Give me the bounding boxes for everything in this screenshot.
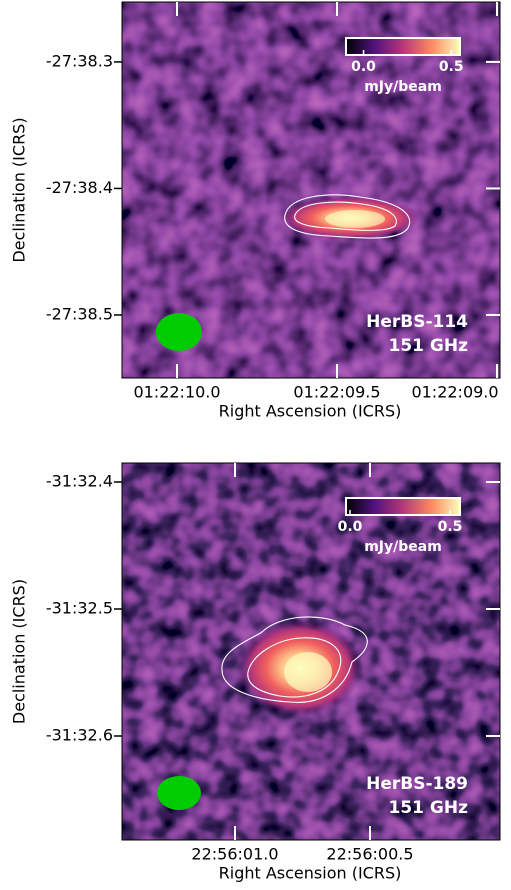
colorbar-tick-label: 0.5 xyxy=(439,59,464,75)
annotation: HerBS-189 xyxy=(366,774,468,794)
x-tick-label: 01:22:09.0 xyxy=(411,383,498,402)
x-axis-label: Right Ascension (ICRS) xyxy=(219,864,402,883)
y-axis-label: Declination (ICRS) xyxy=(10,579,29,724)
map-1 xyxy=(122,2,500,378)
annotation: 151 GHz xyxy=(389,798,469,818)
colorbar-label: mJy/beam xyxy=(364,539,442,555)
y-tick-label: -27:38.5 xyxy=(46,304,113,323)
colorbar xyxy=(345,37,461,56)
y-axis-label: Declination (ICRS) xyxy=(10,117,29,262)
y-tick-label: -31:32.5 xyxy=(46,599,113,618)
x-axis-label: Right Ascension (ICRS) xyxy=(219,402,402,421)
colorbar-label: mJy/beam xyxy=(364,79,442,95)
axes-frame xyxy=(121,462,501,841)
annotation: 151 GHz xyxy=(389,336,469,356)
y-tick-label: -31:32.4 xyxy=(46,471,113,490)
colorbar-tick-label: 0.0 xyxy=(338,519,363,535)
colorbar xyxy=(345,497,461,516)
x-tick-label: 22:56:00.5 xyxy=(326,845,413,864)
colorbar-tick-label: 0.0 xyxy=(351,59,376,75)
y-tick-label: -27:38.3 xyxy=(46,51,113,70)
map-2 xyxy=(122,463,500,840)
axes-frame xyxy=(121,1,501,379)
colorbar-tick-label: 0.5 xyxy=(438,519,463,535)
x-tick-label: 22:56:01.0 xyxy=(191,845,278,864)
y-tick-label: -27:38.4 xyxy=(46,178,113,197)
annotation: HerBS-114 xyxy=(366,312,468,332)
x-tick-label: 01:22:09.5 xyxy=(293,383,380,402)
x-tick-label: 01:22:10.0 xyxy=(133,383,220,402)
y-tick-label: -31:32.6 xyxy=(46,726,113,745)
